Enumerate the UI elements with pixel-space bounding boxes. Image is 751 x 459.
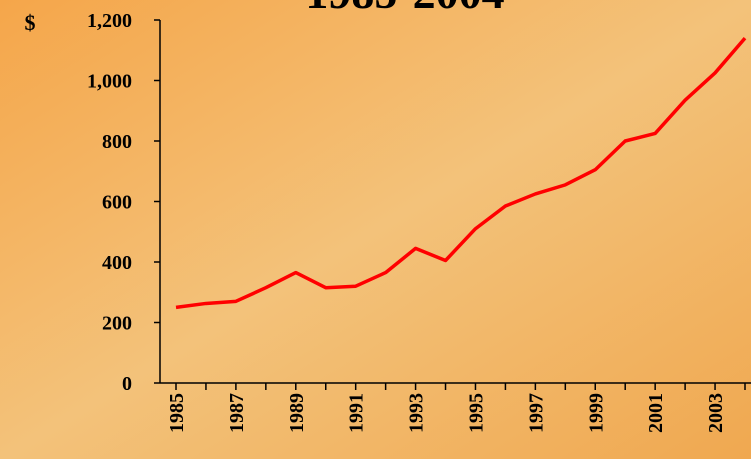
x-tick-label: 1989 — [286, 393, 308, 433]
x-tick-label: 1995 — [465, 393, 487, 433]
line — [175, 37, 747, 310]
x-tick-label: 1985 — [166, 393, 188, 433]
y-tick-label: 0 — [122, 373, 132, 395]
y-tick-label: 600 — [102, 192, 132, 214]
y-tick-label: 400 — [102, 252, 132, 274]
x-tick-label: 2001 — [645, 393, 667, 433]
y-tick-label: 800 — [102, 131, 132, 153]
y-tick-label: 1,000 — [87, 71, 132, 93]
x-tick-label: 1993 — [406, 393, 428, 433]
y-axis-label: $ — [25, 10, 36, 35]
y-tick-label: 1,200 — [87, 10, 132, 32]
x-tick-label: 1999 — [585, 393, 607, 433]
x-tick-label: 1987 — [226, 393, 248, 433]
x-tick-label: 2003 — [705, 393, 727, 433]
y-tick-label: 200 — [102, 313, 132, 335]
x-tick-label: 1991 — [346, 393, 368, 433]
x-tick-label: 1997 — [525, 393, 547, 433]
